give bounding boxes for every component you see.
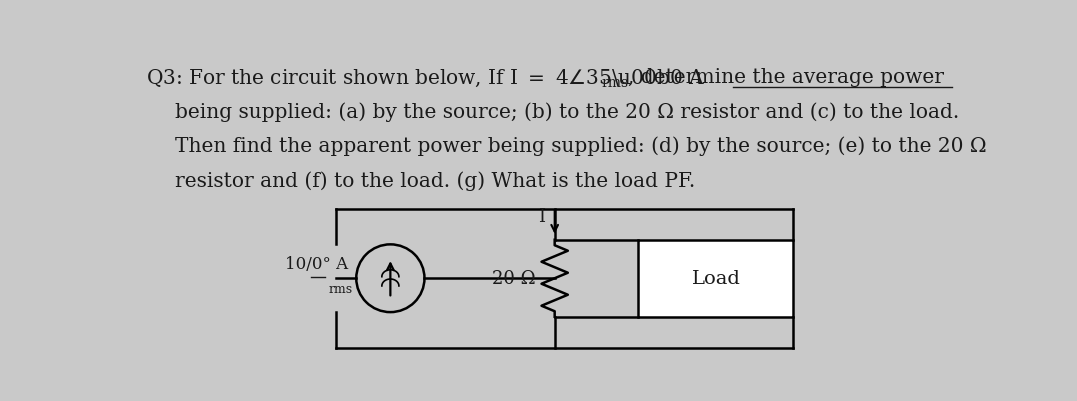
Text: Then find the apparent power being supplied: (d) by the source; (e) to the 20 Ω: Then find the apparent power being suppl… [174,136,987,156]
Text: resistor and (f) to the load. (g) What is the load PF.: resistor and (f) to the load. (g) What i… [174,171,695,190]
Text: Load: Load [691,269,740,288]
Text: Q3: For the circuit shown below, If I $=$ 4$\angle$35\u00b0 A: Q3: For the circuit shown below, If I $=… [146,68,705,89]
Text: rms: rms [601,76,628,90]
Text: being supplied: (a) by the source; (b) to the 20 Ω resistor and (c) to the load.: being supplied: (a) by the source; (b) t… [174,102,960,122]
Bar [639,240,794,317]
Text: , determine the average power: , determine the average power [628,68,943,87]
Text: 10/0° A: 10/0° A [285,255,349,272]
Text: I: I [538,208,545,226]
Text: 20 Ω: 20 Ω [492,269,535,288]
Text: rms: rms [328,282,352,296]
